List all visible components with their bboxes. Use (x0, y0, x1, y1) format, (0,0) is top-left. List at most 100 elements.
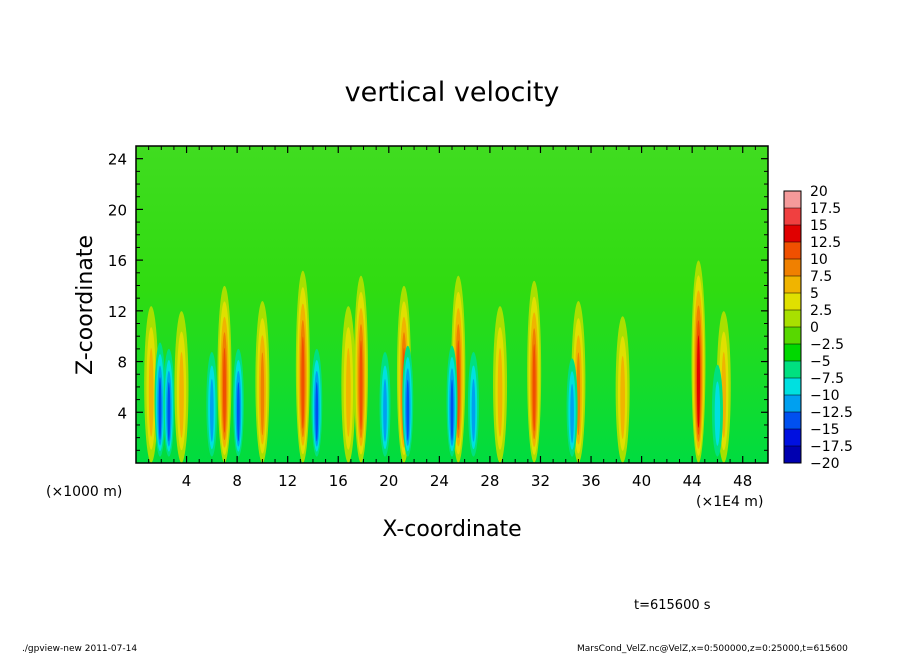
downdraft-cell (232, 348, 244, 457)
downdraft-contour (167, 382, 171, 442)
y-axis: 4 8 12 16 20 24 (108, 151, 768, 451)
updraft-contour (179, 352, 184, 438)
updraft-cell (341, 306, 356, 463)
colorbar-label: 5 (810, 286, 819, 302)
colorbar-segment (784, 259, 801, 277)
colorbar-segment (784, 276, 801, 294)
updraft-cell (615, 316, 630, 463)
x-axis: 4 8 12 16 20 24 28 32 36 40 44 48 (148, 146, 756, 490)
downdraft-cell (163, 348, 175, 457)
downdraft-cell (311, 348, 323, 457)
y-tick-label: 12 (108, 303, 127, 321)
x-tick-label: 48 (733, 472, 752, 490)
updraft-contour (359, 340, 363, 431)
colorbar-segment (784, 446, 801, 464)
downdraft-cell (467, 352, 479, 457)
downdraft-contour (158, 377, 162, 440)
x-tick-label: 32 (531, 472, 550, 490)
colorbar-label: −7.5 (810, 371, 844, 387)
x-tick-label: 36 (581, 472, 600, 490)
colorbar-label: 15 (810, 218, 828, 234)
downdraft-contour (714, 381, 721, 446)
downdraft-contour (383, 378, 387, 442)
updraft-contour (532, 344, 536, 432)
colorbar-label: −20 (810, 456, 840, 472)
updraft-cell (174, 311, 189, 463)
updraft-contour (260, 352, 265, 436)
colorbar-label: 20 (810, 184, 828, 200)
colorbar-segment (784, 225, 801, 243)
colorbar-label: 12.5 (810, 235, 841, 251)
colorbar-label: −2.5 (810, 337, 844, 353)
footer-right: MarsCond_VelZ.nc@VelZ,x=0:500000,z=0:250… (577, 644, 848, 654)
y-tick-label: 16 (108, 252, 127, 270)
colorbar-segment (784, 361, 801, 379)
x-tick-label: 4 (182, 472, 192, 490)
colorbar-segment (784, 208, 801, 226)
downdraft-cell (154, 342, 166, 457)
chart-title: vertical velocity (345, 77, 560, 108)
downdraft-contour (210, 378, 214, 442)
plot-area (135, 145, 769, 464)
updraft-contour (456, 340, 460, 431)
colorbar-segment (784, 395, 801, 413)
x-tick-label: 24 (430, 472, 449, 490)
colorbar-segment (784, 242, 801, 260)
x-axis-title: X-coordinate (382, 517, 521, 542)
x-tick-label: 12 (278, 472, 297, 490)
x-tick-label: 20 (379, 472, 398, 490)
updraft-contour (620, 355, 625, 439)
colorbar-label: −17.5 (810, 439, 853, 455)
colorbar-label: −5 (810, 354, 831, 370)
downdraft-cell (379, 352, 391, 457)
colorbar-segment (784, 191, 801, 209)
velocity-field (144, 260, 731, 463)
downdraft-contour (315, 382, 319, 442)
updraft-cell (295, 270, 310, 463)
x-unit-label: (×1000 m) (46, 484, 122, 500)
colorbar-segment (784, 327, 801, 345)
downdraft-cell (446, 345, 458, 457)
colorbar-segment (784, 429, 801, 447)
x-tick-label: 40 (632, 472, 651, 490)
updraft-cell (691, 260, 706, 463)
y-axis-title: Z-coordinate (73, 235, 98, 375)
colorbar-label: 7.5 (810, 269, 832, 285)
updraft-cell (353, 275, 368, 463)
colorbar-label: 0 (810, 320, 819, 336)
updraft-cell (144, 306, 159, 463)
downdraft-contour (406, 379, 410, 441)
updraft-cell (255, 301, 270, 463)
x-tick-label: 8 (232, 472, 242, 490)
colorbar-label: −15 (810, 422, 840, 438)
colorbar-segment (784, 344, 801, 362)
updraft-contour (346, 348, 351, 437)
downdraft-contour (570, 384, 574, 444)
downdraft-contour (237, 382, 240, 442)
downdraft-contour (450, 379, 454, 441)
colorbar-label: 10 (810, 252, 828, 268)
downdraft-cell (711, 364, 723, 457)
colorbar-segment (784, 310, 801, 328)
time-label: t=615600 s (634, 598, 711, 613)
updraft-contour (696, 335, 700, 428)
downdraft-cell (566, 358, 578, 457)
colorbar-segment (784, 378, 801, 396)
x-tick-label: 28 (480, 472, 499, 490)
colorbar-label: 2.5 (810, 303, 832, 319)
footer-left: ./gpview-new 2011-07-14 (22, 644, 137, 654)
colorbar: 2017.51512.5107.552.50−2.5−5−7.5−10−12.5… (783, 184, 853, 472)
downdraft-cell (206, 352, 218, 457)
updraft-cell (493, 306, 508, 463)
updraft-cell (527, 280, 542, 463)
downdraft-cell (402, 345, 414, 457)
colorbar-label: −12.5 (810, 405, 853, 421)
colorbar-segment (784, 293, 801, 311)
colorbar-segment (784, 412, 801, 430)
downdraft-contour (471, 378, 476, 442)
updraft-contour (497, 348, 503, 437)
y-tick-label: 24 (108, 151, 127, 169)
y-tick-label: 20 (108, 201, 127, 219)
